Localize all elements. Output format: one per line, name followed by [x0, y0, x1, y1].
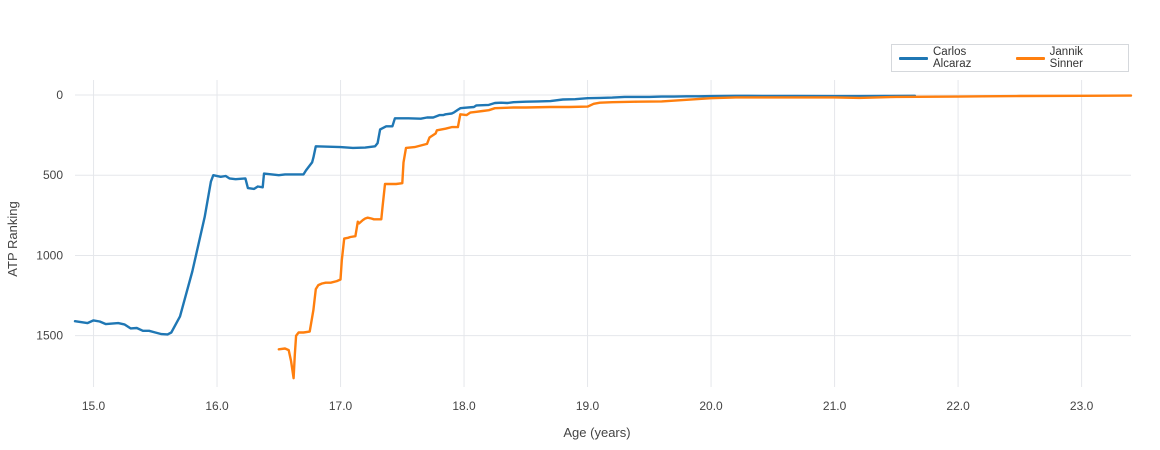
y-tick-label: 0: [56, 88, 63, 102]
x-tick-label: 21.0: [823, 399, 847, 413]
x-tick-label: 17.0: [329, 399, 353, 413]
x-axis-title: Age (years): [563, 425, 630, 440]
x-tick-label: 22.0: [946, 399, 970, 413]
y-axis-title: ATP Ranking: [5, 201, 20, 276]
x-tick-label: 15.0: [82, 399, 106, 413]
legend: Carlos Alcaraz Jannik Sinner: [891, 44, 1129, 72]
legend-swatch-carlos-alcaraz: [899, 56, 928, 60]
series-line-carlos-alcaraz: [73, 94, 917, 336]
x-tick-label: 16.0: [205, 399, 229, 413]
legend-item-carlos-alcaraz[interactable]: Carlos Alcaraz: [899, 46, 1005, 70]
legend-item-jannik-sinner[interactable]: Jannik Sinner: [1015, 46, 1117, 70]
y-tick-label: 1000: [36, 248, 63, 262]
series-lines: [73, 94, 1133, 380]
legend-label-carlos-alcaraz: Carlos Alcaraz: [933, 46, 972, 70]
legend-label-jannik-sinner: Jannik Sinner: [1049, 46, 1083, 70]
series-line-jannik-sinner: [277, 94, 1133, 380]
x-tick-label: 18.0: [452, 399, 476, 413]
grid-lines: [75, 80, 1131, 387]
legend-swatch-jannik-sinner: [1015, 56, 1045, 60]
x-tick-label: 20.0: [699, 399, 723, 413]
x-tick-label: 19.0: [576, 399, 600, 413]
y-axis-ticks: 0 500 1000 1500: [36, 88, 63, 343]
y-tick-label: 500: [43, 168, 63, 182]
x-axis-ticks: 15.0 16.0 17.0 18.0 19.0 20.0 21.0 22.0 23.0: [82, 399, 1094, 413]
y-tick-label: 1500: [36, 329, 63, 343]
x-tick-label: 23.0: [1070, 399, 1094, 413]
